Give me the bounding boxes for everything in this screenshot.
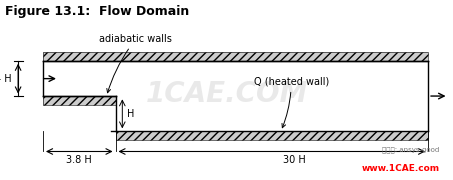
Bar — [116, 131, 428, 140]
Bar — [116, 131, 428, 140]
Text: H: H — [127, 109, 134, 119]
Bar — [43, 52, 428, 61]
Text: 公信号: ansys-good: 公信号: ansys-good — [382, 147, 439, 153]
Text: 30 H: 30 H — [283, 156, 306, 165]
Text: 1CAE.COM: 1CAE.COM — [145, 80, 308, 109]
Text: 4 H: 4 H — [0, 74, 11, 84]
Text: Figure 13.1:  Flow Domain: Figure 13.1: Flow Domain — [5, 5, 189, 18]
Text: Q̇ (heated wall): Q̇ (heated wall) — [254, 77, 329, 128]
Text: adiabatic walls: adiabatic walls — [100, 34, 172, 93]
Bar — [43, 52, 428, 61]
Bar — [43, 96, 116, 105]
Bar — [43, 96, 116, 105]
Text: 3.8 H: 3.8 H — [67, 156, 92, 165]
Text: www.1CAE.com: www.1CAE.com — [361, 164, 439, 173]
